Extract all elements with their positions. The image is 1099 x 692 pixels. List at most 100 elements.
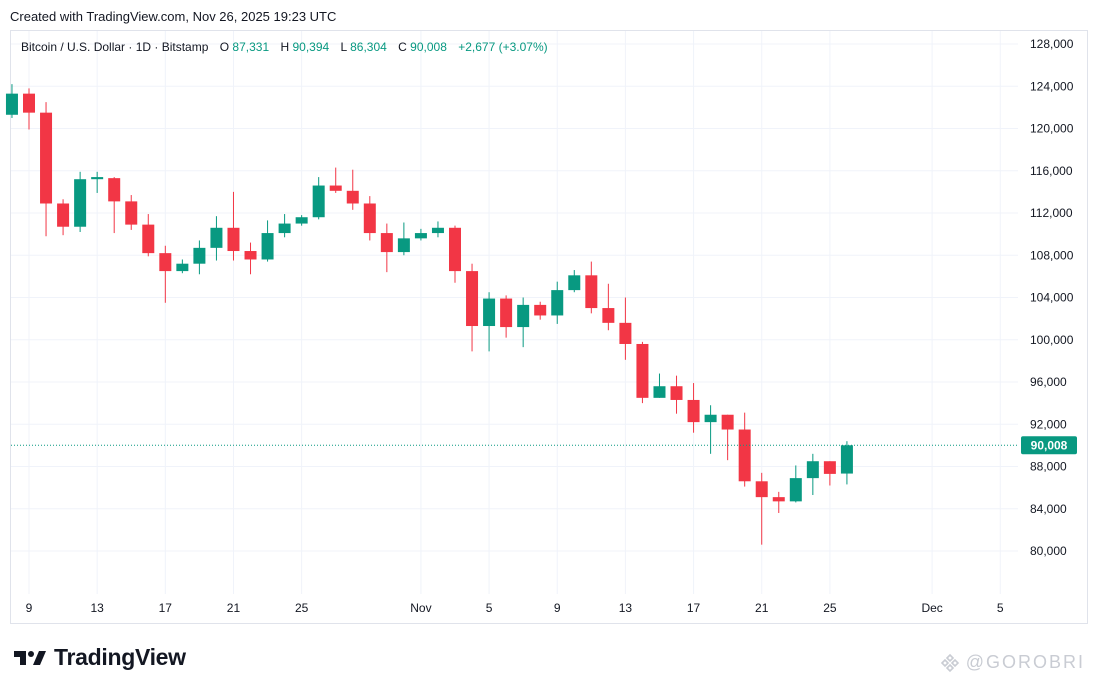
candle[interactable] bbox=[23, 88, 35, 130]
candle-body bbox=[23, 93, 35, 113]
candle[interactable] bbox=[466, 263, 479, 352]
created-with-caption: Created with TradingView.com, Nov 26, 20… bbox=[10, 9, 337, 24]
tradingview-logo[interactable]: TradingView bbox=[12, 644, 186, 671]
y-tick-label: 112,000 bbox=[1030, 206, 1073, 220]
candle-body bbox=[74, 179, 87, 227]
candle[interactable] bbox=[210, 216, 223, 261]
candle[interactable] bbox=[517, 297, 530, 348]
candle[interactable] bbox=[278, 214, 291, 238]
candle[interactable] bbox=[602, 283, 615, 331]
y-tick-label: 120,000 bbox=[1030, 122, 1074, 136]
x-tick-label: 17 bbox=[687, 601, 701, 615]
candle[interactable] bbox=[431, 221, 444, 238]
candle[interactable] bbox=[346, 169, 359, 210]
candle[interactable] bbox=[176, 259, 189, 274]
candle[interactable] bbox=[380, 223, 393, 273]
candle[interactable] bbox=[414, 228, 427, 241]
candle[interactable] bbox=[534, 301, 547, 320]
price-tag-box bbox=[1021, 436, 1077, 455]
candle-body bbox=[738, 429, 751, 482]
candle[interactable] bbox=[636, 341, 649, 404]
candle[interactable] bbox=[74, 171, 87, 233]
legend-l-label: L bbox=[341, 40, 348, 54]
candle-body bbox=[483, 298, 496, 327]
y-tick-label: 88,000 bbox=[1030, 460, 1067, 474]
candle-series bbox=[5, 84, 853, 545]
x-tick-label: 5 bbox=[486, 601, 493, 615]
x-tick-label: 25 bbox=[295, 601, 309, 615]
candle[interactable] bbox=[687, 383, 700, 433]
price-axis[interactable]: 80,000 84,000 88,000 92,000 96,000 100,000 104… bbox=[1030, 37, 1074, 558]
candle[interactable] bbox=[40, 102, 53, 237]
candle-body bbox=[449, 227, 461, 272]
candle[interactable] bbox=[789, 465, 802, 503]
legend-symbol: Bitcoin / U.S. Dollar · 1D · Bitstamp bbox=[21, 40, 209, 54]
candle-body bbox=[500, 298, 513, 328]
candle[interactable] bbox=[193, 240, 206, 275]
candle[interactable] bbox=[363, 196, 376, 241]
candle-body bbox=[57, 203, 70, 227]
candle[interactable] bbox=[449, 225, 461, 283]
chart-frame bbox=[10, 30, 1088, 624]
y-tick-label: 92,000 bbox=[1030, 417, 1067, 431]
candle-body bbox=[125, 201, 138, 225]
candle[interactable] bbox=[108, 177, 121, 234]
candle[interactable] bbox=[329, 167, 342, 193]
candle[interactable] bbox=[568, 270, 581, 293]
candle[interactable] bbox=[840, 441, 853, 485]
candle[interactable] bbox=[653, 373, 666, 398]
candle-body bbox=[5, 93, 18, 115]
candle[interactable] bbox=[755, 472, 768, 545]
candle[interactable] bbox=[227, 191, 240, 261]
time-axis[interactable]: 9 13 17 21 25 Nov 5 9 13 17 21 25 Dec 5 bbox=[26, 601, 1004, 615]
candle[interactable] bbox=[721, 414, 734, 461]
watermark: @GOROBRI bbox=[940, 652, 1085, 673]
candle-body bbox=[602, 308, 615, 323]
x-tick-label: 21 bbox=[755, 601, 769, 615]
candle[interactable] bbox=[312, 177, 325, 220]
candle[interactable] bbox=[551, 281, 564, 324]
binance-diamond-icon bbox=[940, 653, 959, 672]
candle-body bbox=[295, 217, 308, 224]
candle[interactable] bbox=[57, 199, 70, 236]
candle-body bbox=[619, 322, 632, 344]
candle[interactable] bbox=[772, 491, 785, 513]
candle[interactable] bbox=[142, 214, 155, 257]
candle[interactable] bbox=[295, 215, 308, 226]
candle-body bbox=[772, 497, 785, 502]
candle-body bbox=[687, 399, 700, 423]
x-tick-label: 9 bbox=[554, 601, 561, 615]
candle-body bbox=[244, 251, 257, 260]
candle-body bbox=[329, 185, 342, 191]
y-tick-label: 100,000 bbox=[1030, 333, 1074, 347]
candle-body bbox=[380, 233, 393, 253]
candle-body bbox=[840, 445, 853, 474]
candle[interactable] bbox=[483, 292, 496, 352]
candle[interactable] bbox=[704, 405, 717, 454]
candle[interactable] bbox=[261, 220, 274, 262]
candle[interactable] bbox=[738, 412, 751, 487]
candle[interactable] bbox=[823, 461, 836, 486]
candle[interactable] bbox=[244, 242, 257, 275]
candle-body bbox=[721, 414, 734, 430]
candle-body bbox=[414, 233, 427, 239]
x-tick-label: 17 bbox=[159, 601, 173, 615]
candle-body bbox=[517, 304, 530, 328]
candle-body bbox=[397, 238, 410, 253]
candle[interactable] bbox=[125, 195, 138, 230]
candle[interactable] bbox=[159, 245, 172, 303]
y-tick-label: 96,000 bbox=[1030, 375, 1067, 389]
candle-body bbox=[40, 112, 53, 204]
candle-body bbox=[823, 461, 836, 474]
candle-body bbox=[193, 247, 206, 264]
candle[interactable] bbox=[500, 295, 513, 338]
candle[interactable] bbox=[619, 297, 632, 360]
candle[interactable] bbox=[91, 171, 104, 193]
candle[interactable] bbox=[585, 261, 598, 314]
candle[interactable] bbox=[5, 84, 18, 118]
candle[interactable] bbox=[397, 222, 410, 256]
candle-body bbox=[789, 478, 802, 502]
candle[interactable] bbox=[670, 375, 683, 414]
candle[interactable] bbox=[806, 453, 819, 496]
